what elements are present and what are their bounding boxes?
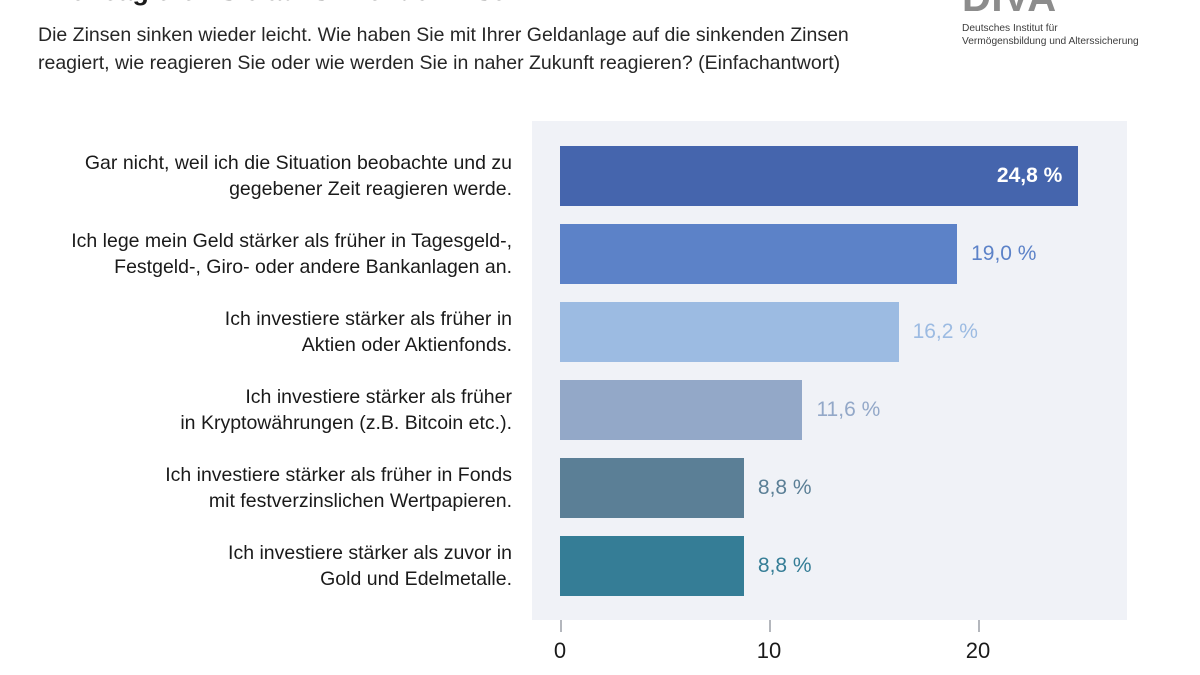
bar-row: 16,2 % — [560, 302, 1100, 362]
category-label: Ich investiere stärker als zuvor in Gold … — [12, 540, 512, 592]
axis-tick-mark — [769, 620, 771, 632]
logo-letter-d: D — [962, 0, 991, 20]
axis-tick-mark — [978, 620, 980, 632]
category-label-line: Festgeld-, Giro- oder andere Bankanlagen… — [114, 256, 512, 278]
chart-category-labels: Gar nicht, weil ich die Situation beobac… — [0, 121, 512, 620]
category-label-line: gegebener Zeit reagieren werde. — [229, 178, 512, 200]
category-label-line: Gold und Edelmetalle. — [320, 568, 512, 590]
bar[interactable]: 24,8 % — [560, 146, 1079, 206]
diva-logo: DIVA Deutsches Institut für Vermögensbil… — [962, 0, 1162, 48]
logo-subtitle: Deutsches Institut für Vermögensbildung … — [962, 22, 1162, 48]
page-title: Wie reagieren Sie auf sinkende Zinsen? — [38, 0, 539, 7]
bar-row: 11,6 % — [560, 380, 1100, 440]
axis-tick-label: 20 — [965, 638, 991, 663]
logo-letter-i: I — [991, 0, 1003, 20]
logo-letter-v: V — [1003, 0, 1027, 20]
logo-letter-a: A — [1027, 0, 1056, 20]
bar-row: 8,8 % — [560, 458, 1100, 518]
axis-tick-label: 10 — [756, 638, 782, 663]
category-label: Ich investiere stärker als früher in Kryp… — [12, 384, 512, 436]
bar-value-label: 19,0 % — [971, 242, 1037, 265]
bar-row: 8,8 % — [560, 536, 1100, 596]
axis-tick-label: 0 — [553, 638, 567, 663]
category-label-line: Ich investiere stärker als früher in — [224, 308, 512, 330]
category-label-line: Gar nicht, weil ich die Situation beobac… — [84, 152, 512, 174]
bar[interactable] — [560, 380, 803, 440]
category-label-line: Ich investiere stärker als früher — [245, 386, 512, 408]
bar[interactable] — [560, 224, 958, 284]
bar-value-label: 8,8 % — [757, 554, 812, 577]
bar-row: 24,8 % — [560, 146, 1100, 206]
bar-value-label: 24,8 % — [996, 164, 1063, 187]
logo-wordmark: DIVA — [962, 0, 1162, 18]
header: Wie reagieren Sie auf sinkende Zinsen? D… — [0, 0, 1200, 118]
page-subtitle: Die Zinsen sinken wieder leicht. Wie hab… — [38, 24, 849, 74]
axis-tick-mark — [560, 620, 562, 632]
bar[interactable] — [560, 458, 744, 518]
bar-row: 19,0 % — [560, 224, 1100, 284]
logo-subtitle-line-1: Deutsches Institut für — [962, 23, 1058, 34]
category-label-line: Ich investiere stärker als früher in Fon… — [165, 464, 512, 486]
category-label-line: Ich lege mein Geld stärker als früher in… — [71, 230, 512, 252]
chart-x-axis: 0 10 20 — [532, 620, 1127, 675]
bar-value-label: 16,2 % — [912, 320, 978, 343]
category-label: Ich investiere stärker als früher in Akti… — [12, 306, 512, 358]
chart-plot-area: 24,8 % 19,0 % 16,2 % 11,6 % 8,8 % 8,8 % — [532, 121, 1127, 620]
logo-subtitle-line-2: Vermögensbildung und Alterssicherung — [962, 36, 1139, 47]
category-label-line: Aktien oder Aktienfonds. — [301, 334, 512, 356]
category-label: Gar nicht, weil ich die Situation beobac… — [12, 150, 512, 202]
category-label-line: Ich investiere stärker als zuvor in — [228, 542, 512, 564]
bar-value-label: 11,6 % — [816, 398, 881, 421]
bar[interactable] — [560, 302, 899, 362]
bar[interactable] — [560, 536, 744, 596]
category-label: Ich investiere stärker als früher in Fon… — [12, 462, 512, 514]
category-label: Ich lege mein Geld stärker als früher in… — [12, 228, 512, 280]
bar-value-label: 8,8 % — [757, 476, 812, 499]
category-label-line: in Kryptowährungen (z.B. Bitcoin etc.). — [180, 412, 512, 434]
category-label-line: mit festverzinslichen Wertpapieren. — [208, 490, 512, 512]
